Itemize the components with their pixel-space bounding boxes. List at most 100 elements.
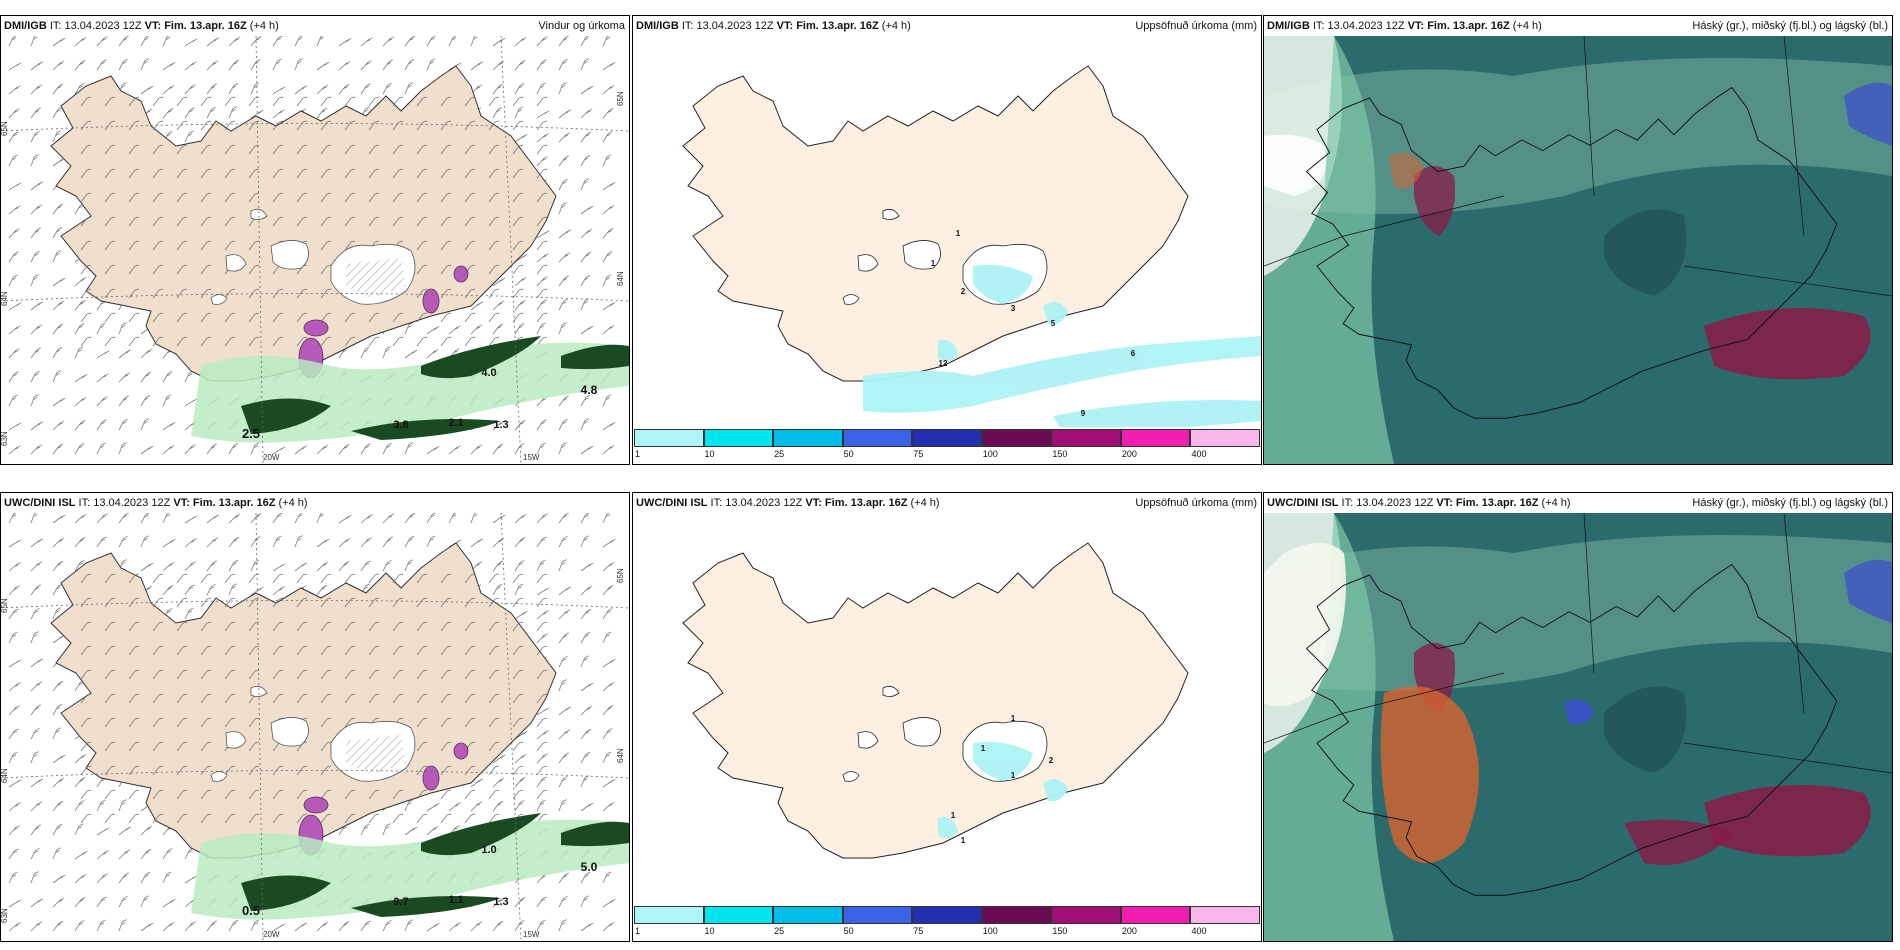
- colorbar-swatch: [981, 429, 1052, 447]
- wind-barb: [344, 240, 356, 251]
- mid-cloud-area: [1844, 82, 1892, 146]
- wind-barb: [416, 573, 428, 584]
- wind-barb: [320, 168, 332, 179]
- wind-barb: [580, 728, 592, 740]
- colorbar-tick-label: 10: [704, 449, 715, 459]
- wind-barb: [404, 535, 415, 548]
- panel-header: UWC/DINI ISL IT: 13.04.2023 12Z VT: Fim.…: [1, 493, 629, 513]
- wind-barb: [200, 168, 212, 179]
- wind-barb: [316, 584, 328, 596]
- wind-barb: [250, 110, 264, 119]
- wind-barb: [152, 597, 164, 608]
- wind-barb: [184, 847, 194, 860]
- wind-barb: [52, 323, 64, 335]
- graticule: [1, 513, 629, 941]
- glacier: [857, 254, 879, 272]
- wind-barb: [128, 240, 140, 251]
- wind-barb: [536, 633, 548, 644]
- wind-barb: [294, 513, 303, 524]
- wind-barb: [104, 645, 116, 656]
- wind-barb: [492, 277, 506, 287]
- wind-barb: [250, 587, 264, 596]
- wind-barb: [392, 96, 404, 107]
- wind-barb: [464, 573, 476, 584]
- wind-barb: [512, 669, 524, 680]
- colorbar-tick-label: 25: [774, 449, 785, 459]
- wind-barb: [224, 597, 236, 608]
- wind-barb: [404, 36, 416, 47]
- wind-barb: [80, 597, 92, 608]
- wind-barb: [392, 216, 404, 227]
- wind-barb: [392, 192, 404, 203]
- wind-barb: [470, 36, 478, 47]
- wind-barb: [464, 813, 476, 824]
- wind-barb: [80, 312, 92, 323]
- wind-barb: [392, 597, 404, 608]
- wind-barb: [8, 371, 19, 383]
- wind-barb: [404, 513, 416, 524]
- wind-barb: [512, 621, 524, 632]
- wind-barb: [200, 312, 212, 323]
- wind-barb: [536, 765, 548, 776]
- wind-barb: [294, 85, 308, 95]
- wind-barb: [118, 395, 130, 407]
- wind-barb: [558, 322, 567, 335]
- wind-barb: [558, 752, 570, 764]
- wind-barb: [52, 157, 66, 167]
- precip-value-label: 1: [931, 259, 936, 268]
- wind-barb: [536, 216, 548, 227]
- precip-value-label: 1: [956, 229, 961, 238]
- wind-barb: [80, 669, 92, 680]
- wind-barb: [30, 370, 40, 383]
- colorbar-tick-label: 1: [635, 449, 641, 459]
- wind-barb: [184, 584, 195, 596]
- colorbar-swatch: [912, 429, 982, 447]
- wind-barb: [200, 573, 212, 584]
- wind-barb: [176, 216, 188, 227]
- precip-value-label: 12: [939, 359, 948, 368]
- lead-time: (+4 h): [907, 497, 940, 509]
- wind-barb: [602, 921, 615, 932]
- wind-barb: [184, 607, 194, 620]
- wind-barb: [464, 192, 476, 203]
- wind-barb: [558, 58, 568, 71]
- wind-barb: [162, 848, 173, 860]
- iceland-land: [682, 542, 1189, 859]
- wind-barb: [128, 312, 140, 323]
- wind-barb: [448, 36, 457, 47]
- wind-barb: [602, 302, 616, 311]
- precip-colorbar: 1 10 25 50 75 100 150 200 400: [634, 427, 1260, 463]
- wind-barb: [30, 301, 44, 311]
- wind-barb: [8, 922, 21, 932]
- wind-barb: [118, 872, 130, 884]
- wind-barb: [492, 106, 503, 119]
- wind-barb: [96, 59, 107, 71]
- panel-precip-uwc: UWC/DINI ISL IT: 13.04.2023 12Z VT: Fim.…: [632, 492, 1262, 942]
- glacier: [902, 240, 941, 270]
- wind-barb: [602, 154, 612, 167]
- wind-barb: [440, 645, 452, 656]
- wind-barb: [206, 83, 218, 95]
- wind-barb: [492, 37, 506, 47]
- wind-barb: [272, 312, 284, 323]
- wind-barb: [580, 751, 591, 764]
- wind-barb: [272, 336, 284, 347]
- wind-barb: [382, 823, 391, 836]
- wind-barb: [52, 277, 66, 287]
- wind-barb: [360, 443, 371, 455]
- wind-barb: [514, 536, 526, 548]
- wind-barb: [184, 515, 198, 524]
- wind-barb: [8, 631, 18, 644]
- wind-barb: [580, 871, 591, 884]
- wind-barb: [52, 300, 65, 311]
- wind-barb: [536, 144, 548, 155]
- wind-barb: [176, 693, 188, 704]
- wind-barb: [392, 621, 404, 632]
- wind-barb: [558, 442, 567, 455]
- wind-barb: [382, 919, 392, 932]
- wind-barb: [512, 597, 524, 608]
- wind-barb: [404, 919, 413, 932]
- colorbar-tick-label: 400: [1191, 449, 1207, 459]
- wind-barb: [440, 240, 452, 251]
- wind-barb: [104, 597, 116, 608]
